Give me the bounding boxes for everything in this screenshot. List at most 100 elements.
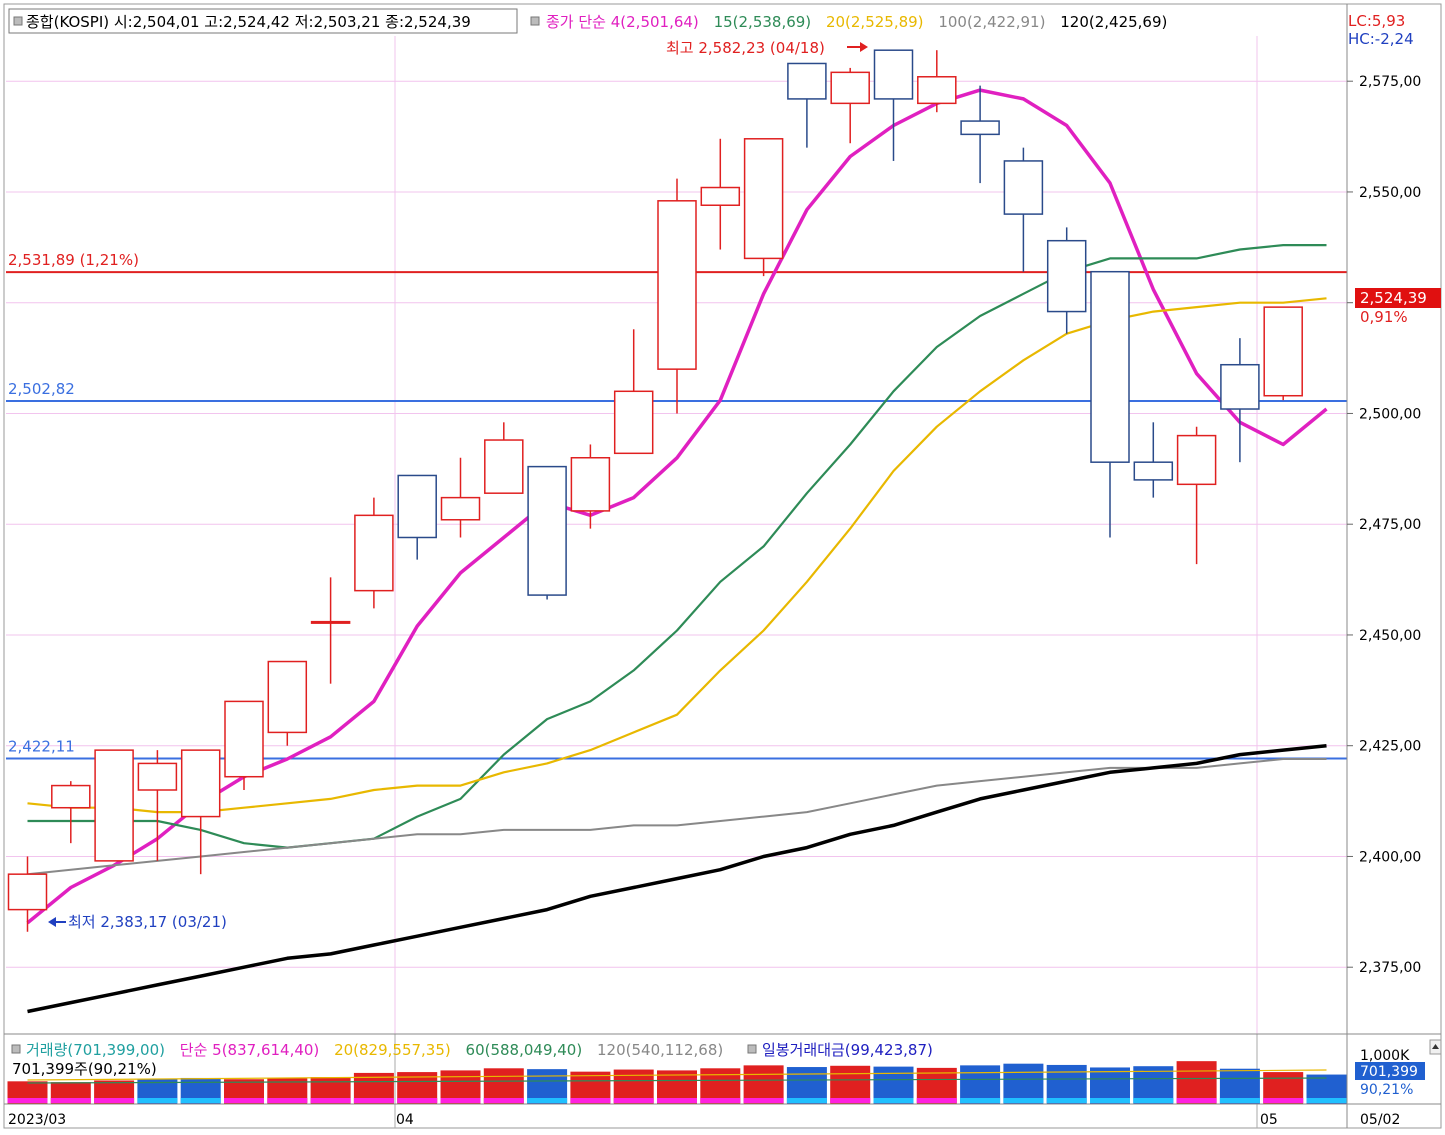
candle-body[interactable]: [658, 201, 696, 369]
ma-legend-20: 20(2,525,89): [826, 13, 924, 31]
candle-body[interactable]: [528, 467, 566, 595]
x-label-current-date: 05/02: [1360, 1112, 1400, 1128]
volume-legend-ma60: 60(588,049,40): [466, 1041, 583, 1059]
header-ohlc: 종합(KOSPI) 시:2,504,01 고:2,524,42 저:2,503,…: [26, 13, 471, 31]
candle-body[interactable]: [182, 750, 220, 816]
volume-legend-ma120: 120(540,112,68): [597, 1041, 723, 1059]
reference-line-label: 2,502,82: [8, 380, 75, 398]
candle-body[interactable]: [1264, 307, 1302, 396]
candle-body[interactable]: [1178, 436, 1216, 485]
candle-body[interactable]: [1004, 161, 1042, 214]
volume-bar-base: [1047, 1098, 1087, 1103]
ma-legend-15: 15(2,538,69): [714, 13, 812, 31]
volume-bar-base: [830, 1098, 870, 1103]
candle-body[interactable]: [485, 440, 523, 493]
ma-legend-100: 100(2,422,91): [938, 13, 1045, 31]
volume-bar[interactable]: [1177, 1061, 1217, 1104]
volume-bar-base: [700, 1098, 740, 1103]
candle-body[interactable]: [875, 50, 913, 99]
candle-body[interactable]: [1221, 365, 1259, 409]
reference-line-label: 2,531,89 (1,21%): [8, 251, 139, 269]
header-square-icon: [14, 17, 22, 25]
y-tick-label: 2,575,00: [1359, 74, 1421, 90]
volume-bar-base: [874, 1098, 914, 1103]
candle-body[interactable]: [701, 188, 739, 206]
volume-bar-base: [917, 1098, 957, 1103]
ma-square-icon: [531, 17, 539, 25]
candle-body[interactable]: [918, 77, 956, 104]
y-tick-label: 2,400,00: [1359, 849, 1421, 865]
volume-square-icon: [12, 1045, 20, 1053]
x-label-05: 05: [1260, 1112, 1278, 1128]
candle-body[interactable]: [615, 391, 653, 453]
candle-body[interactable]: [745, 139, 783, 259]
volume-bar-base: [51, 1098, 91, 1103]
y-tick-label: 2,550,00: [1359, 185, 1421, 201]
volume-bar-base: [137, 1098, 177, 1103]
volume-bar-base: [787, 1098, 827, 1103]
volume-box-value: 701,399: [1360, 1064, 1418, 1080]
candle-body[interactable]: [138, 763, 176, 790]
candle-body[interactable]: [225, 701, 263, 776]
volume-bar-base: [1263, 1098, 1303, 1103]
turnover-square-icon: [748, 1045, 756, 1053]
volume-bar[interactable]: [1003, 1064, 1043, 1104]
candle-body[interactable]: [1134, 462, 1172, 480]
current-price-pct: 0,91%: [1360, 308, 1408, 326]
high-annotation: 최고 2,582,23 (04/18): [666, 39, 825, 57]
volume-bar-base: [527, 1098, 567, 1103]
volume-legend-turnover: 일봉거래대금(99,423,87): [762, 1041, 933, 1059]
volume-legend-ma5: 단순 5(837,614,40): [180, 1041, 320, 1059]
volume-bar-base: [8, 1098, 48, 1103]
volume-bar-base: [354, 1098, 394, 1103]
volume-box-pct: 90,21%: [1360, 1082, 1413, 1098]
candle-body[interactable]: [1048, 241, 1086, 312]
candle-body[interactable]: [95, 750, 133, 861]
volume-bar-base: [1307, 1098, 1347, 1103]
y-tick-label: 2,450,00: [1359, 628, 1421, 644]
volume-bar-base: [484, 1098, 524, 1103]
volume-bar-base: [1090, 1098, 1130, 1103]
x-label-04: 04: [396, 1112, 414, 1128]
volume-bar-base: [224, 1098, 264, 1103]
candle-body[interactable]: [398, 475, 436, 537]
volume-bar-base: [94, 1098, 134, 1103]
candle-body[interactable]: [312, 622, 350, 624]
volume-bar-base: [311, 1098, 351, 1103]
candle-body[interactable]: [571, 458, 609, 511]
volume-legend-volume: 거래량(701,399,00): [26, 1041, 165, 1059]
hc-value: HC:-2,24: [1348, 30, 1414, 48]
volume-bar-base: [657, 1098, 697, 1103]
candle-body[interactable]: [1091, 272, 1129, 462]
ma-legend-120: 120(2,425,69): [1060, 13, 1167, 31]
volume-bar-base: [1220, 1098, 1260, 1103]
current-price-value: 2,524,39: [1360, 289, 1427, 307]
ma-legend-4: 종가 단순 4(2,501,64): [546, 13, 699, 31]
y-tick-label: 2,475,00: [1359, 517, 1421, 533]
low-annotation: 최저 2,383,17 (03/21): [68, 913, 227, 931]
volume-legend: 거래량(701,399,00) 단순 5(837,614,40) 20(829,…: [26, 1041, 723, 1059]
volume-bar-base: [441, 1098, 481, 1103]
volume-bar-base: [614, 1098, 654, 1103]
candle-body[interactable]: [442, 498, 480, 520]
candle-body[interactable]: [52, 786, 90, 808]
candle-body[interactable]: [961, 121, 999, 134]
y-tick-label: 2,500,00: [1359, 406, 1421, 422]
candle-body[interactable]: [268, 662, 306, 733]
candle-body[interactable]: [355, 515, 393, 590]
candle-body[interactable]: [831, 72, 869, 103]
candle-body[interactable]: [9, 874, 47, 909]
y-tick-label: 2,425,00: [1359, 739, 1421, 755]
lc-value: LC:5,93: [1348, 12, 1405, 30]
volume-axis-top: 1,000K: [1360, 1048, 1410, 1064]
volume-bar-base: [1003, 1098, 1043, 1103]
reference-line-label: 2,422,11: [8, 738, 75, 756]
volume-bar-base: [960, 1098, 1000, 1103]
volume-bar-base: [181, 1098, 221, 1103]
candle-body[interactable]: [788, 63, 826, 98]
volume-legend-ma20: 20(829,557,35): [334, 1041, 451, 1059]
volume-bar-base: [397, 1098, 437, 1103]
